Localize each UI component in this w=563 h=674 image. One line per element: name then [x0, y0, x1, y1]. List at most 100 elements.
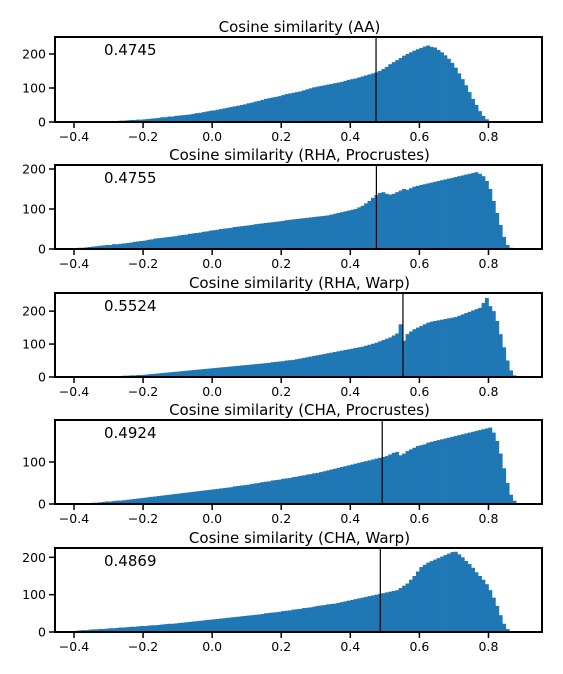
histogram-bar: [208, 230, 213, 249]
histogram-bar: [447, 178, 451, 249]
histogram-bar: [353, 78, 358, 122]
subplot: −0.4 −0.2 0.0 0.2 0.4 0.6 0.8 0 100 Cosine simila…: [22, 401, 543, 526]
histogram-bar: [177, 623, 182, 632]
histogram-bar: [391, 335, 396, 377]
histogram-bar: [143, 240, 147, 249]
x-tick-label: 0.2: [271, 384, 291, 399]
histogram-bar: [118, 627, 123, 632]
x-tick-label: 0.6: [409, 256, 429, 271]
histogram-bar: [433, 321, 438, 377]
histogram-bar: [229, 227, 234, 249]
histogram-bar: [236, 105, 241, 122]
histogram-bar: [447, 318, 451, 377]
histogram-bar: [267, 98, 272, 122]
histogram-bar: [308, 607, 313, 632]
histogram-bar: [308, 356, 313, 377]
histogram-bar: [498, 225, 503, 249]
histogram-bar: [443, 55, 448, 122]
subplot-title: Cosine similarity (AA): [219, 18, 381, 36]
histogram-bar: [485, 297, 489, 377]
x-tick-label: −0.2: [128, 129, 158, 144]
histogram-bar: [326, 84, 330, 122]
mean-annotation: 0.4924: [104, 424, 157, 442]
histogram-bar: [201, 620, 206, 632]
histogram-bar: [498, 615, 503, 632]
histogram-bar: [308, 474, 313, 504]
histogram-bar: [305, 357, 310, 377]
histogram-bar: [398, 587, 403, 632]
histogram-bar: [270, 222, 275, 249]
histogram-bar: [260, 363, 265, 377]
histogram-bar: [198, 232, 203, 249]
histogram-bar: [440, 439, 444, 504]
histogram-bar: [495, 441, 500, 504]
histogram-bar: [381, 68, 386, 122]
histogram-bar: [170, 236, 175, 249]
histogram-bar: [295, 609, 299, 632]
histogram-bar: [177, 371, 182, 377]
histogram-bar: [184, 234, 189, 249]
histogram-bar: [232, 617, 237, 632]
histogram-bar: [257, 614, 261, 632]
histogram-bar: [426, 442, 431, 504]
histogram-bar: [194, 233, 199, 249]
histogram-bar: [498, 334, 503, 377]
histogram-bar: [481, 176, 486, 249]
histogram-bar: [301, 218, 306, 249]
y-tick-label: 100: [22, 455, 46, 470]
histogram-bar: [343, 466, 348, 504]
histogram-bar: [181, 622, 185, 632]
histogram-bar: [402, 340, 406, 377]
histogram-bar: [301, 608, 306, 632]
bars: [84, 297, 520, 377]
histogram-bar: [295, 92, 299, 122]
histogram-bar: [243, 104, 248, 122]
histogram-bar: [301, 90, 306, 122]
histogram-bar: [174, 623, 178, 632]
histogram-bar: [371, 73, 375, 122]
histogram-bar: [181, 115, 185, 122]
histogram-bar: [219, 488, 223, 504]
histogram-bar: [246, 364, 251, 377]
histogram-bar: [201, 112, 206, 122]
histogram-bar: [201, 369, 206, 377]
histogram-bar: [277, 221, 282, 249]
x-tick-label: 0.8: [479, 511, 499, 526]
histogram-bar: [485, 428, 489, 504]
histogram-bar: [478, 430, 482, 504]
histogram-bar: [281, 478, 286, 504]
histogram-bar: [395, 192, 400, 249]
histogram-bar: [364, 461, 368, 504]
histogram-bar: [371, 343, 375, 377]
bars: [73, 551, 513, 632]
x-tick-label: −0.4: [59, 384, 89, 399]
histogram-bar: [319, 85, 324, 122]
histogram-bar: [212, 368, 216, 377]
histogram-bar: [108, 245, 113, 249]
histogram-bar: [181, 235, 185, 249]
histogram-bar: [398, 190, 403, 249]
histogram-bar: [250, 102, 254, 122]
histogram-bar: [336, 82, 341, 122]
histogram-bar: [291, 609, 296, 632]
histogram-bar: [339, 602, 344, 632]
histogram-bar: [98, 245, 102, 249]
histogram-bar: [374, 458, 379, 504]
histogram-bar: [118, 243, 123, 249]
histogram-bar: [436, 558, 441, 632]
histogram-bar: [167, 237, 172, 249]
histogram-bar: [177, 115, 182, 122]
histogram-bar: [263, 363, 268, 377]
histogram-bar: [429, 561, 434, 632]
histogram-bar: [377, 71, 382, 122]
histogram-bar: [270, 362, 275, 377]
histogram-bar: [505, 483, 510, 504]
histogram-bar: [267, 612, 272, 632]
x-tick-label: 0.2: [271, 639, 291, 654]
histogram-bar: [488, 306, 493, 377]
histogram-bar: [319, 472, 324, 504]
histogram-bar: [353, 463, 358, 504]
histogram-bar: [512, 500, 517, 504]
histogram-bar: [371, 459, 375, 504]
histogram-bar: [160, 373, 165, 377]
